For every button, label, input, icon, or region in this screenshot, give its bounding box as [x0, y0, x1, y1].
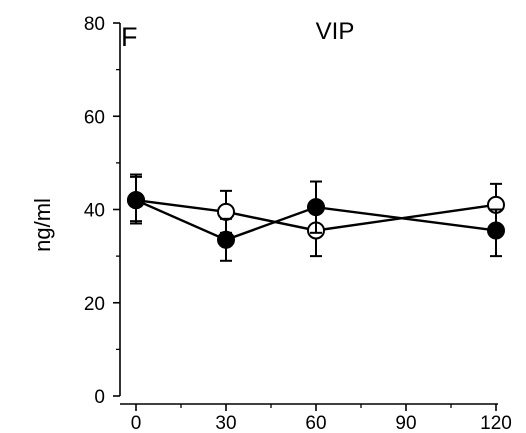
data-point	[487, 221, 505, 240]
x-tick-label: 90	[395, 413, 416, 433]
panel-label: F	[121, 22, 138, 52]
axes: 0 20 40 60 80 0 30 60 90 120	[84, 14, 512, 433]
y-tick-label: 0	[94, 387, 105, 408]
data-point	[307, 198, 325, 217]
y-tick-label: 40	[84, 201, 105, 222]
y-tick-label: 60	[84, 107, 105, 128]
x-tick-label: 120	[480, 413, 512, 433]
y-tick-label: 20	[84, 294, 105, 315]
x-tick-label: 60	[305, 413, 326, 433]
y-tick-label: 80	[84, 14, 105, 35]
data-point	[217, 202, 235, 221]
series-layer	[127, 173, 505, 262]
series-line	[135, 199, 497, 242]
chart-title: VIP	[316, 18, 355, 45]
series-2	[127, 173, 505, 262]
data-point	[217, 230, 235, 249]
y-axis-label: ng/ml	[30, 198, 55, 252]
x-tick-label: 30	[215, 413, 236, 433]
data-point	[127, 191, 145, 210]
x-tick-label: 0	[131, 413, 142, 433]
